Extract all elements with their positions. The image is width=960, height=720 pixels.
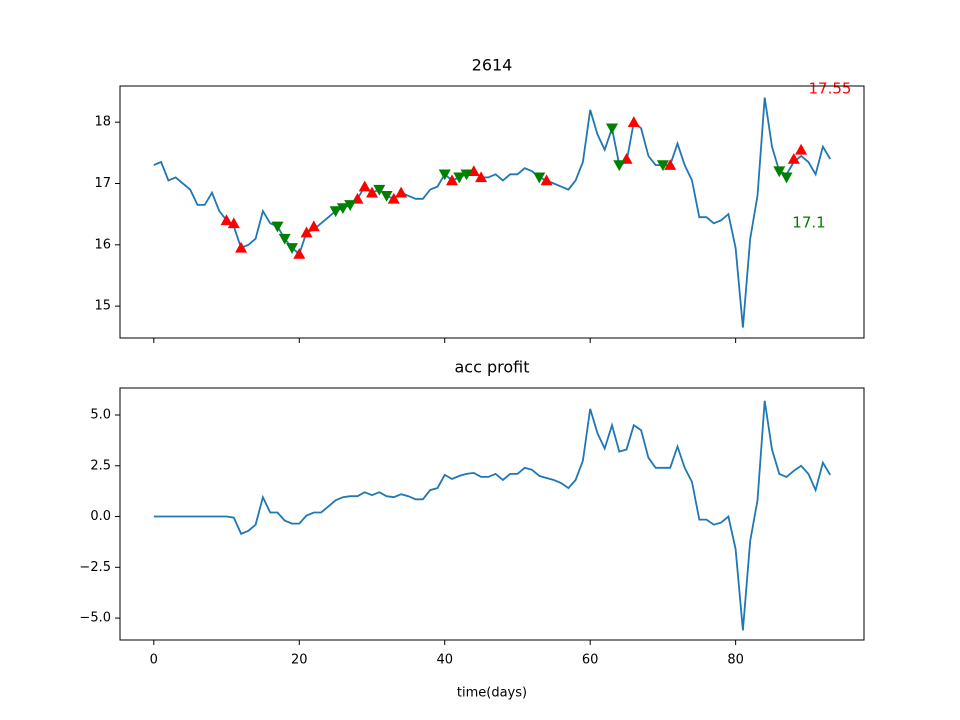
chart-title: 2614: [472, 56, 513, 75]
sell-marker: [344, 200, 357, 211]
buy-marker: [475, 171, 488, 183]
buy-marker: [358, 180, 371, 192]
sell-marker: [278, 233, 291, 245]
price-line: [153, 400, 831, 631]
sell-marker: [773, 166, 786, 178]
buy-marker: [227, 217, 240, 229]
buy-marker: [664, 159, 677, 170]
sell-marker: [460, 169, 473, 181]
x-axis-label: time(days): [457, 686, 527, 701]
axes-frame: [119, 387, 865, 641]
y-tick-label: 18: [94, 115, 111, 130]
buy-marker: [540, 174, 553, 186]
buy-marker: [446, 174, 458, 186]
sell-marker: [438, 169, 451, 181]
buy-marker: [293, 248, 306, 259]
y-tick-label: 15: [94, 299, 111, 314]
y-tick-label: −2.5: [79, 560, 111, 575]
annotation: 17.55: [809, 80, 852, 98]
x-tick-label: 0: [150, 653, 158, 668]
sell-marker: [606, 123, 618, 135]
sell-marker: [329, 206, 342, 218]
buy-marker: [235, 241, 248, 253]
y-tick-label: 16: [94, 237, 111, 252]
buy-marker: [387, 192, 400, 204]
y-tick-label: 0.0: [90, 509, 111, 524]
x-tick-label: 80: [727, 653, 744, 668]
sell-marker: [656, 160, 669, 172]
axes-frame: [119, 85, 865, 339]
sell-marker: [271, 221, 284, 233]
y-tick-label: −5.0: [79, 611, 111, 626]
sell-marker: [336, 203, 349, 215]
sell-marker: [286, 243, 298, 254]
annotation: 17.1: [792, 214, 825, 232]
buy-marker: [627, 116, 640, 127]
price-line: [153, 97, 831, 328]
buy-marker: [787, 152, 800, 164]
buy-marker: [795, 143, 808, 155]
sell-marker: [380, 190, 393, 202]
sell-marker: [533, 172, 546, 184]
x-tick-label: 20: [291, 653, 308, 668]
x-tick-label: 60: [582, 653, 599, 668]
buy-marker: [220, 214, 233, 226]
y-tick-label: 17: [94, 176, 111, 191]
buy-marker: [366, 186, 378, 198]
buy-marker: [307, 220, 320, 232]
y-tick-label: 5.0: [90, 408, 111, 423]
sell-marker: [373, 184, 386, 196]
x-tick-label: 40: [436, 653, 453, 668]
buy-marker: [467, 165, 480, 177]
buy-marker: [300, 226, 313, 238]
sell-marker: [453, 172, 466, 184]
buy-marker: [395, 186, 408, 198]
y-tick-label: 2.5: [90, 458, 111, 473]
sell-marker: [613, 160, 626, 172]
sell-marker: [780, 172, 793, 184]
chart-title: acc profit: [454, 358, 529, 377]
